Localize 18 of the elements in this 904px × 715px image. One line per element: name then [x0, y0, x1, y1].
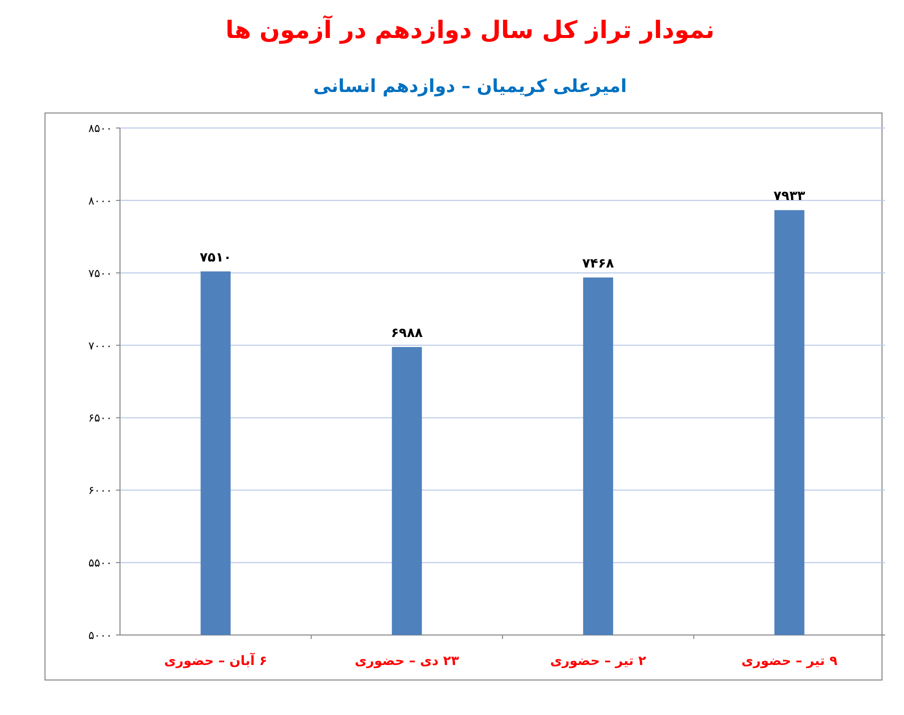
data-label: ۷۴۶۸ [582, 256, 614, 272]
y-tick-label: ۸۵۰۰ [88, 122, 112, 135]
chart-subtitle: امیرعلی کریمیان – دوازدهم انسانی [313, 76, 627, 97]
x-tick-label: ۲ تیر – حضوری [550, 654, 646, 669]
x-tick-label: ۹ تیر – حضوری [741, 654, 838, 669]
x-tick-label: ۶ آبان – حضوری [164, 652, 268, 669]
y-tick-label: ۷۵۰۰ [88, 266, 112, 280]
x-tick-label: ۲۳ دی – حضوری [354, 654, 460, 669]
data-label: ۷۹۳۳ [774, 189, 806, 204]
data-label: ۷۵۱۰ [200, 250, 232, 266]
y-tick-label: ۷۰۰۰ [88, 339, 112, 352]
y-tick-label: ۶۰۰۰ [88, 484, 112, 498]
chart-title: نمودار تراز کل سال دوازدهم در آزمون ها [225, 15, 715, 44]
y-tick-label: ۶۵۰۰ [88, 412, 112, 425]
data-label: ۶۹۸۸ [391, 326, 423, 342]
y-tick-label: ۵۵۰۰ [88, 556, 112, 570]
y-tick-label: ۸۰۰۰ [88, 194, 112, 208]
y-tick-label: ۵۰۰۰ [88, 629, 112, 642]
